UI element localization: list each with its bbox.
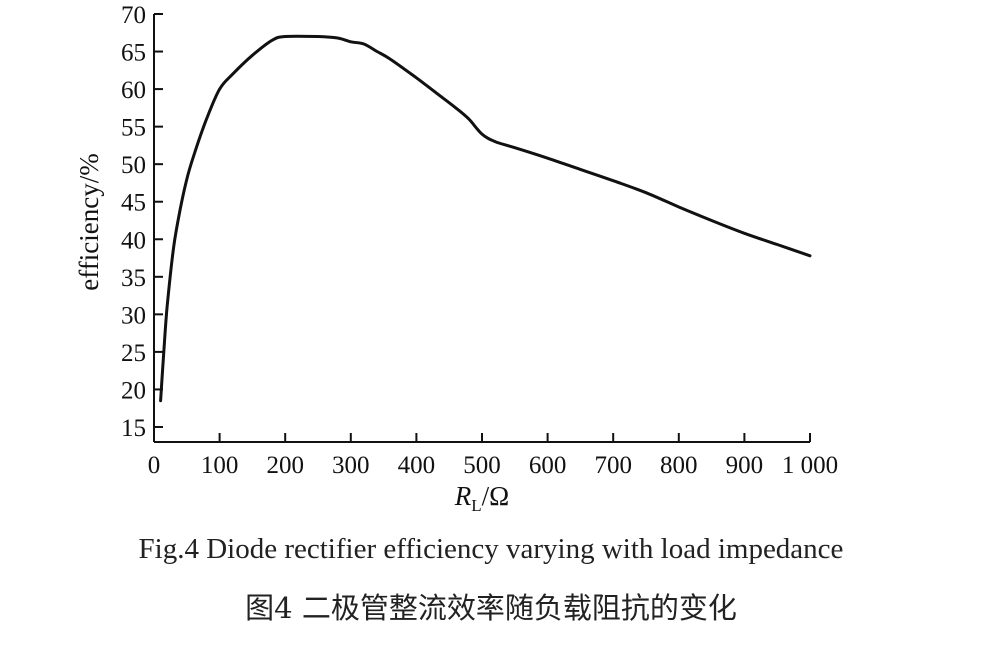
plot-area: 0 100 200 300 400 500 600 700 800 900 1 000 15 20 25… xyxy=(121,2,838,479)
y-tick-label: 65 xyxy=(121,40,146,67)
y-axis-ticks: 15 20 25 30 35 40 45 50 55 60 65 70 xyxy=(121,2,163,442)
x-axis-label-unit: /Ω xyxy=(482,481,510,511)
x-tick-label: 400 xyxy=(398,452,436,479)
y-axis-label: efficiency/% xyxy=(74,153,104,290)
efficiency-chart: 0 100 200 300 400 500 600 700 800 900 1 000 15 20 25… xyxy=(74,2,838,515)
x-tick-label: 1 000 xyxy=(782,452,838,479)
x-tick-label: 200 xyxy=(266,452,304,479)
y-tick-label: 30 xyxy=(121,302,146,329)
y-tick-label: 45 xyxy=(121,190,146,217)
x-tick-label: 800 xyxy=(660,452,698,479)
figure-caption-chinese: 图4 二极管整流效率随负载阻抗的变化 xyxy=(245,591,737,625)
x-tick-label: 0 xyxy=(148,452,161,479)
x-tick-label: 700 xyxy=(594,452,632,479)
y-tick-label: 55 xyxy=(121,115,146,142)
y-tick-label: 40 xyxy=(121,227,146,254)
y-tick-label: 35 xyxy=(121,265,146,292)
y-tick-label: 15 xyxy=(121,415,146,442)
x-tick-label: 900 xyxy=(726,452,764,479)
x-axis-label: RL/Ω xyxy=(454,481,509,515)
y-tick-label: 70 xyxy=(121,2,146,29)
y-tick-label: 60 xyxy=(121,77,146,104)
x-axis-ticks: 0 100 200 300 400 500 600 700 800 900 1 000 xyxy=(148,433,838,479)
y-tick-label: 50 xyxy=(121,152,146,179)
x-tick-label: 500 xyxy=(463,452,501,479)
figure-caption-english: Fig.4 Diode rectifier efficiency varying… xyxy=(138,533,844,565)
y-tick-label: 20 xyxy=(121,377,146,404)
x-tick-label: 100 xyxy=(201,452,239,479)
x-axis-label-subscript: L xyxy=(471,496,481,515)
x-tick-label: 600 xyxy=(529,452,567,479)
x-axis-label-main: R xyxy=(454,481,472,511)
x-tick-label: 300 xyxy=(332,452,370,479)
y-tick-label: 25 xyxy=(121,340,146,367)
efficiency-curve xyxy=(159,34,812,403)
